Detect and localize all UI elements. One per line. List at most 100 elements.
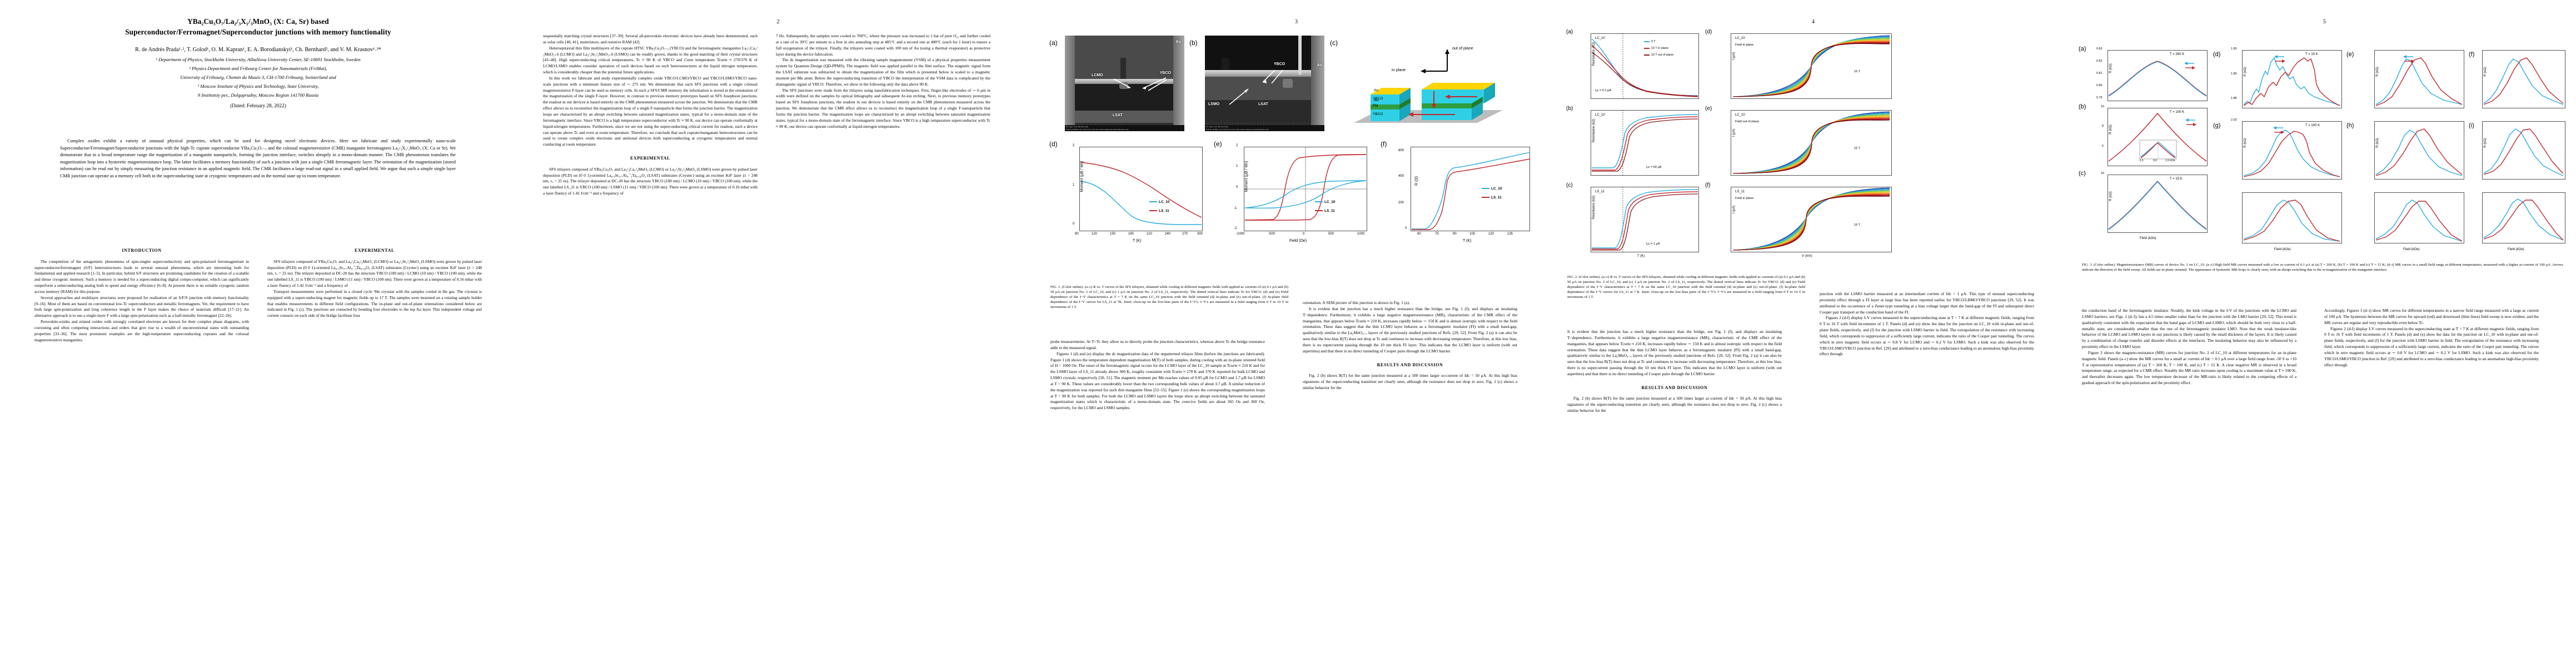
ytick-fig3b-0: 6 bbox=[2102, 145, 2104, 148]
plot-fig2-e: I (μA) LC_10 Field out of plane 16 T bbox=[1731, 110, 1892, 176]
axis-label-y-fig3b: R (kΩ) bbox=[2109, 125, 2112, 135]
sem-label-ybco: YBCO bbox=[1159, 71, 1171, 75]
axis-label-x-fig3-b2: Field (kOe) bbox=[2274, 248, 2291, 251]
legend-text: LC_10 bbox=[1491, 187, 1502, 191]
figure-2: (a) Resistance (kΩ) 0 T 10 T in plane 10… bbox=[1566, 27, 2061, 266]
ytick-fig3a-1: 0.80 bbox=[2096, 84, 2102, 87]
device-schematic: Au Au YBCO FM YBCO out of plane in plane bbox=[1338, 37, 1522, 134]
legend-text: 10 T out of plane bbox=[1651, 53, 1674, 57]
affiliation-5: 9 Institutsiy per., Dolgoprudny, Moscow … bbox=[197, 92, 319, 98]
sem-image-a: LCMO YBCO Au LSAT HV mag □ curr WO det m… bbox=[1065, 36, 1184, 131]
xtick-d-2: 150 bbox=[1110, 232, 1116, 236]
plot-fig3-e: R (kΩ) bbox=[2374, 50, 2464, 108]
xtick-f-5: 135 bbox=[1507, 232, 1513, 236]
panel-letter-fig3-i: (i) bbox=[2469, 122, 2474, 129]
figure-3: (a) R (kΩ) 0.83 0.82 0.81 0.80 0.79 T = … bbox=[2079, 24, 2570, 258]
ytick-fig3g-0: 2.03 bbox=[2231, 118, 2237, 122]
affiliation-2: ² Physics Department and Fribourg Center… bbox=[189, 66, 327, 72]
ytick-fig3d-0: 1.88 bbox=[2231, 97, 2237, 100]
panel-letter-c: (c) bbox=[1330, 39, 1338, 47]
plot-title-fig2c: LS_11 bbox=[1595, 190, 1605, 193]
panel-letter-fig3-g: (g) bbox=[2213, 122, 2221, 129]
page4-column-2: junction with the LSMO barrier measured … bbox=[1820, 291, 2034, 653]
paragraph: Fig. 2 (b) shows R(T) for the same junct… bbox=[1303, 373, 1517, 390]
ytick-e-1: -1 bbox=[1234, 207, 1237, 210]
plot-fig1-d: Moment (μB / Mn) 2 1 0 90 120 150 180 21… bbox=[1073, 144, 1203, 243]
panel-letter-fig3-h: (h) bbox=[2346, 122, 2354, 129]
heading-experimental: EXPERIMENTAL bbox=[355, 248, 395, 253]
plot-frame-fig2-b bbox=[1591, 110, 1699, 176]
ytick-e-2: 0 bbox=[1236, 186, 1238, 189]
annot-fig3g: T = 100 K bbox=[2305, 124, 2320, 127]
panel-letter-fig3-d: (d) bbox=[2213, 51, 2221, 58]
xtick-d-5: 240 bbox=[1165, 232, 1171, 236]
axis-label-y-f: R (Ω) bbox=[1414, 176, 1419, 186]
page-1: arXiv:1904.03951v1 [cond-mat.supr-con] 8… bbox=[0, 0, 517, 667]
heading-results: RESULTS AND DISCUSSION bbox=[1377, 362, 1443, 367]
paragraph: orientation. A SEM picture of this junct… bbox=[1303, 300, 1410, 305]
annot-fig3c: T = 15 K bbox=[2170, 177, 2183, 181]
plot-frame-fig3-a bbox=[2107, 50, 2208, 101]
annot-fig2f: 16 T bbox=[1854, 223, 1861, 227]
legend-f-lc10: LC_10 bbox=[1482, 187, 1502, 191]
paragraph: 7 Hz. Subsequently, the samples were coo… bbox=[776, 33, 990, 57]
page3-column-1: probe measurements. At T<Tc they allow u… bbox=[1050, 339, 1265, 650]
axis-label-y-fig3a: R (kΩ) bbox=[2109, 63, 2112, 73]
legend-text: 10 T in plane bbox=[1651, 47, 1668, 50]
sem-info-line2: 5.00 kV 49 989 x 22 ° 0.40 nA 5.1 mm TLD… bbox=[1066, 128, 1129, 131]
xtick-d-0: 90 bbox=[1075, 232, 1079, 236]
schem-label-ybco-top: YBCO bbox=[1373, 97, 1383, 101]
panel-letter-fig2-e: (e) bbox=[1705, 106, 1712, 112]
xtick-f-4: 120 bbox=[1488, 232, 1494, 236]
sem-info-line2-b: 5.00 kV 49 989 x 22 ° 0.40 nA 5.1 mm TLD… bbox=[1206, 128, 1269, 131]
ytick-e-0: -2 bbox=[1234, 227, 1237, 230]
annot-fig3a: T = 260 K bbox=[2170, 53, 2185, 56]
plot-fig3-d: R (kΩ) 1.90 1.89 1.88 T = 15 K bbox=[2231, 47, 2342, 108]
author-list: R. de Andrés Prada¹˒², T. Golod¹, O. M. … bbox=[135, 47, 381, 53]
paragraph: Perovskite-oxides and related oxides wit… bbox=[34, 319, 249, 342]
panel-letter-f: (f) bbox=[1381, 140, 1387, 148]
page-number: 5 bbox=[2323, 19, 2326, 25]
sem-label-au: Au bbox=[1175, 40, 1181, 44]
page1-column-1: INTRODUCTION The competition of the anta… bbox=[34, 240, 249, 651]
panel-letter-fig2-c: (c) bbox=[1566, 182, 1573, 188]
plot-frame-fig2-e bbox=[1731, 110, 1892, 176]
legend-text: LS_11 bbox=[1324, 209, 1335, 213]
paragraph: It is evident that the junction has a mu… bbox=[1567, 329, 1782, 376]
plot-fig1-f: R (Ω) 600 400 200 0 60 75 90 105 120 135… bbox=[1398, 147, 1530, 243]
figure-1-caption: FIG. 1. (Color online). (a–c) R vs. T cu… bbox=[1050, 285, 1288, 310]
page-number: 3 bbox=[1295, 19, 1298, 25]
plot-fig3-i: R (kΩ) bbox=[2482, 121, 2565, 180]
page3-column-2: orientation. A SEM picture of this junct… bbox=[1303, 300, 1517, 656]
paragraph: Fig. 2 (b) shows R(T) for the same junct… bbox=[1567, 396, 1782, 414]
legend-d-lc10: LC_10 bbox=[1149, 200, 1170, 204]
page-5: 5 (a) R (kΩ) 0.83 0.82 0.81 0.80 bbox=[2073, 0, 2576, 667]
axis-label-y-fig2b: Resistance (kΩ) bbox=[1592, 118, 1596, 143]
legend-fig2a-2: 10 T out of plane bbox=[1644, 53, 1673, 57]
annot-fig2e: 16 T bbox=[1854, 147, 1861, 150]
xtick-d-7: 300 bbox=[1197, 232, 1203, 236]
page2-column-2: 7 Hz. Subsequently, the samples were coo… bbox=[776, 33, 990, 656]
plot-fig2-d: I (μA) LC_10 Field in plane 16 T bbox=[1731, 33, 1892, 99]
plot-fig3-a: R (kΩ) 0.83 0.82 0.81 0.80 0.79 T = 260 … bbox=[2096, 47, 2208, 101]
axis-label-y-fig3g: R (kΩ) bbox=[2244, 138, 2247, 148]
plot-frame-fig3-g bbox=[2242, 121, 2342, 180]
plot-fig2-c: Resistance (kΩ) T (K) LS_11 Iₐc = 1 μA bbox=[1591, 187, 1699, 258]
axis-label-y-fig3d: R (kΩ) bbox=[2244, 67, 2247, 77]
panel-letter-fig3-b: (b) bbox=[2079, 103, 2086, 110]
sem-info-line1: HV mag □ curr WO det mode bbox=[1066, 126, 1089, 128]
paper-title-line2: Superconductor/Ferromagnet/Superconducto… bbox=[125, 27, 391, 36]
xtick-e-0: -1000 bbox=[1236, 232, 1245, 236]
axis-label-y-fig3c: R (kΩ) bbox=[2109, 191, 2112, 201]
axis-label-x-fig2c: T (K) bbox=[1637, 255, 1645, 258]
plot-title-fig2b: LC_10 bbox=[1595, 113, 1605, 117]
page2-column-1: sequentially matching crystal structures… bbox=[543, 33, 758, 656]
axis-label-y-e: Moment (μB / Mn) bbox=[1244, 161, 1249, 192]
annot-fig2a: Iₐc = 0.1 μA bbox=[1595, 89, 1612, 92]
schem-arrow-in-plane: in plane bbox=[1392, 67, 1406, 72]
xtick-d-6: 270 bbox=[1182, 232, 1188, 236]
axis-label-x-f: T (K) bbox=[1463, 239, 1472, 243]
sem-info-line1-b: HV mag □ curr WO det mode bbox=[1206, 126, 1229, 128]
ytick-e-3: 1 bbox=[1236, 165, 1238, 168]
plot-frame-d bbox=[1079, 147, 1203, 231]
